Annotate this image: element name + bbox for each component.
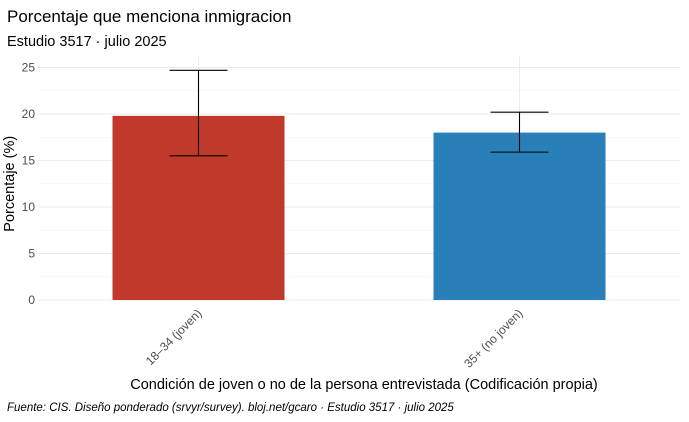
- y-tick-label: 25: [22, 61, 36, 75]
- y-tick-label: 20: [22, 107, 36, 121]
- y-tick-label: 15: [22, 154, 36, 168]
- chart-caption: Fuente: CIS. Diseño ponderado (srvyr/sur…: [7, 402, 454, 414]
- y-tick-label: 10: [22, 200, 36, 214]
- chart-subtitle: Estudio 3517 · julio 2025: [7, 34, 167, 50]
- y-tick-label: 5: [28, 247, 35, 261]
- y-axis-label: Porcentaje (%): [2, 136, 18, 232]
- x-tick-label: 35+ (no joven): [461, 306, 525, 370]
- chart-title: Porcentaje que menciona inmigracion: [7, 7, 292, 26]
- bar: [433, 132, 606, 300]
- y-tick-label: 0: [28, 293, 35, 307]
- x-axis-label: Condición de joven o no de la persona en…: [130, 377, 598, 393]
- x-tick-label: 18–34 (joven): [143, 306, 205, 368]
